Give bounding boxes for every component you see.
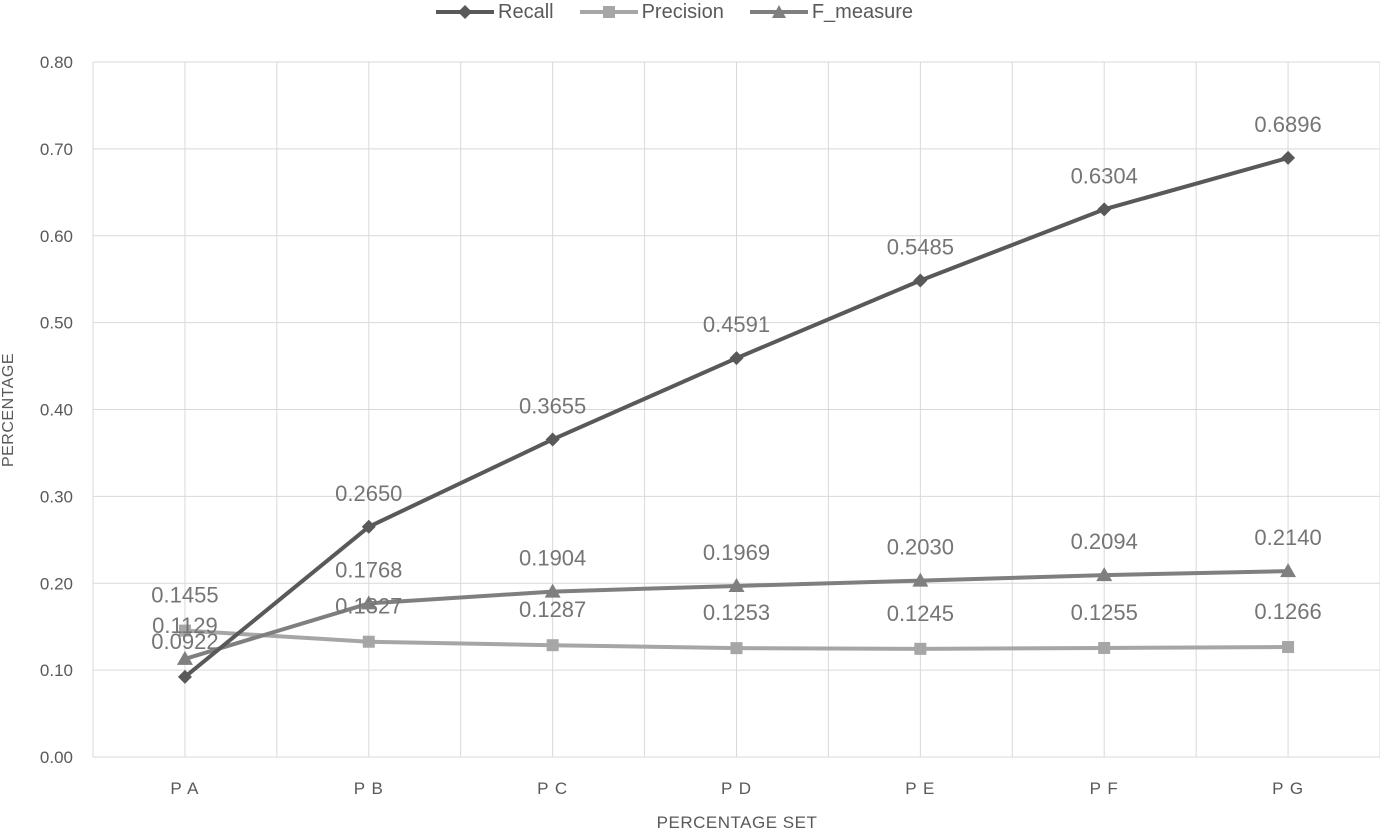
data-point-f-measure [360, 595, 377, 610]
data-point-f-measure [1096, 567, 1113, 582]
legend-item-f-measure: F_measure [749, 0, 913, 24]
legend-label-precision: Precision [641, 0, 724, 23]
data-point-f-measure [176, 650, 193, 665]
data-label-f-measure: 0.1768 [335, 557, 402, 582]
x-tick-label: P C [537, 779, 568, 798]
data-point-precision [178, 624, 191, 637]
data-point-precision [914, 642, 927, 655]
data-label-f-measure: 0.2030 [887, 535, 954, 560]
data-label-recall: 0.6896 [1254, 112, 1321, 137]
y-tick-label: 0.70 [40, 140, 73, 159]
data-label-recall: 0.5485 [887, 234, 954, 259]
data-label-precision: 0.1253 [703, 600, 770, 625]
data-label-f-measure: 0.2140 [1254, 525, 1321, 550]
y-tick-label: 0.10 [40, 661, 73, 680]
data-label-precision: 0.1245 [887, 601, 954, 626]
data-point-precision [546, 639, 559, 652]
data-label-recall: 0.2650 [335, 481, 402, 506]
data-point-recall [545, 432, 560, 447]
data-label-precision: 0.1287 [519, 597, 586, 622]
y-tick-label: 0.30 [40, 487, 73, 506]
y-tick-label: 0.40 [40, 401, 73, 420]
data-point-f-measure [912, 572, 929, 587]
data-point-recall [177, 669, 192, 684]
x-axis-title: PERCENTAGE SET [656, 813, 818, 832]
legend-item-recall: Recall [436, 1, 554, 24]
y-tick-label: 0.50 [40, 314, 73, 333]
data-label-precision: 0.1266 [1254, 599, 1321, 624]
y-tick-label: 0.80 [40, 53, 73, 72]
data-point-f-measure [728, 577, 745, 592]
data-point-f-measure [1280, 563, 1297, 578]
legend-item-precision: Precision [579, 0, 724, 24]
data-point-recall [1281, 150, 1296, 165]
data-point-recall [729, 351, 744, 366]
x-tick-label: P G [1272, 779, 1304, 798]
data-point-precision [1282, 641, 1295, 654]
data-label-recall: 0.3655 [519, 393, 586, 418]
x-tick-label: P B [354, 779, 384, 798]
data-point-precision [362, 635, 375, 648]
data-label-precision: 0.1327 [335, 594, 402, 619]
data-point-recall [913, 273, 928, 288]
y-tick-label: 0.60 [40, 227, 73, 246]
square-marker-icon [579, 6, 638, 18]
data-point-precision [730, 642, 743, 655]
data-point-recall [1097, 202, 1112, 217]
data-label-precision: 0.1255 [1071, 600, 1138, 625]
data-point-precision [1098, 641, 1111, 654]
legend-label-f-measure: F_measure [811, 0, 913, 23]
y-tick-label: 0.00 [40, 748, 73, 767]
triangle-marker-icon [749, 5, 808, 18]
data-label-f-measure: 0.1969 [703, 540, 770, 565]
x-tick-label: P A [170, 779, 199, 798]
x-tick-label: P F [1090, 779, 1119, 798]
legend: Recall Precision F_measure [436, 0, 939, 24]
data-point-f-measure [544, 583, 561, 598]
y-axis-title: PERCENTAGE [0, 352, 17, 468]
y-tick-label: 0.20 [40, 574, 73, 593]
data-label-f-measure: 0.1904 [519, 546, 586, 571]
legend-label-recall: Recall [498, 0, 554, 23]
x-tick-label: P E [905, 779, 935, 798]
data-label-f-measure: 0.1129 [152, 613, 218, 638]
data-point-recall [361, 519, 376, 534]
data-label-precision: 0.1455 [151, 583, 218, 608]
data-label-f-measure: 0.2094 [1071, 529, 1138, 554]
x-tick-label: P D [721, 779, 752, 798]
data-label-recall: 0.6304 [1071, 163, 1138, 188]
data-label-recall: 0.4591 [703, 312, 770, 337]
data-label-recall: 0.0922 [151, 629, 218, 654]
diamond-marker-icon [436, 5, 494, 19]
